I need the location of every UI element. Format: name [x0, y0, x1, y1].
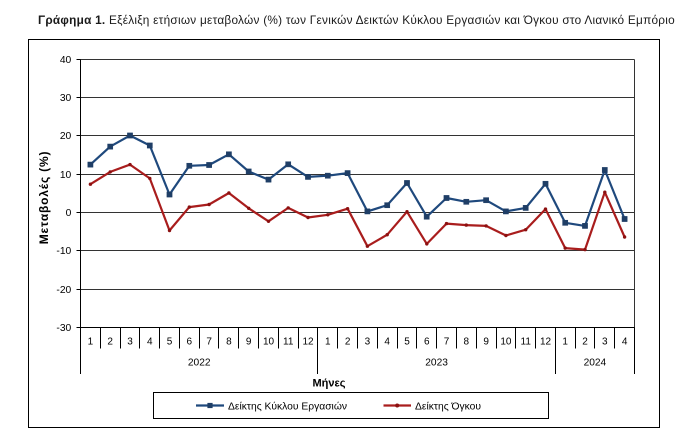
svg-text:1: 1 [88, 337, 94, 348]
svg-text:3: 3 [365, 337, 371, 348]
svg-text:-10: -10 [56, 246, 71, 257]
svg-text:5: 5 [167, 337, 173, 348]
svg-text:9: 9 [246, 337, 252, 348]
svg-text:3: 3 [127, 337, 133, 348]
svg-text:8: 8 [226, 337, 232, 348]
svg-text:8: 8 [464, 337, 470, 348]
svg-text:20: 20 [60, 131, 72, 142]
svg-text:30: 30 [60, 93, 72, 104]
svg-text:2: 2 [582, 337, 588, 348]
svg-text:9: 9 [483, 337, 489, 348]
svg-text:11: 11 [521, 337, 532, 348]
svg-text:2023: 2023 [425, 357, 448, 368]
svg-text:4: 4 [622, 337, 628, 348]
svg-text:Γράφημα 1. Εξέλιξη ετήσιων μετ: Γράφημα 1. Εξέλιξη ετήσιων μεταβολών (%)… [38, 13, 675, 27]
svg-text:40: 40 [60, 55, 72, 66]
svg-text:7: 7 [206, 337, 212, 348]
svg-text:Μήνες: Μήνες [313, 377, 346, 389]
svg-text:0: 0 [66, 208, 72, 219]
svg-text:11: 11 [283, 337, 294, 348]
svg-text:6: 6 [424, 337, 430, 348]
svg-text:10: 10 [263, 337, 275, 348]
svg-text:10: 10 [500, 337, 512, 348]
svg-text:7: 7 [444, 337, 450, 348]
svg-text:5: 5 [404, 337, 410, 348]
svg-text:Δείκτης Όγκου: Δείκτης Όγκου [415, 401, 481, 413]
svg-text:3: 3 [602, 337, 608, 348]
svg-text:2022: 2022 [188, 357, 211, 368]
svg-text:1: 1 [325, 337, 331, 348]
svg-text:4: 4 [384, 337, 390, 348]
svg-text:1: 1 [562, 337, 568, 348]
svg-text:-20: -20 [56, 285, 71, 296]
svg-text:2: 2 [107, 337, 113, 348]
svg-text:Μεταβολές (%): Μεταβολές (%) [37, 151, 51, 244]
svg-text:2024: 2024 [584, 357, 607, 368]
svg-text:10: 10 [60, 170, 72, 181]
svg-text:6: 6 [187, 337, 193, 348]
svg-text:Δείκτης Κύκλου Εργασιών: Δείκτης Κύκλου Εργασιών [228, 401, 347, 413]
svg-text:12: 12 [540, 337, 552, 348]
svg-text:4: 4 [147, 337, 153, 348]
svg-text:12: 12 [302, 337, 314, 348]
svg-text:-30: -30 [56, 323, 71, 334]
svg-text:2: 2 [345, 337, 351, 348]
